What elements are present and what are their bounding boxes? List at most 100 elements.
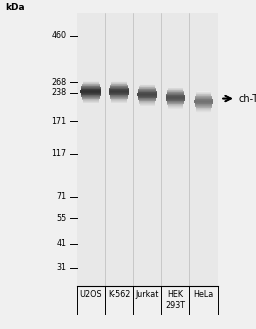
Bar (194, 100, 213, 101)
Bar (195, 104, 212, 105)
Bar (166, 98, 185, 99)
Bar (167, 103, 184, 104)
Bar (83, 82, 99, 83)
Text: Jurkat: Jurkat (135, 290, 159, 298)
Bar (138, 90, 156, 91)
Bar (111, 82, 127, 83)
Bar (196, 93, 211, 94)
Bar (137, 93, 157, 94)
Bar (168, 89, 183, 90)
Bar (195, 96, 212, 97)
Bar (110, 85, 128, 86)
Bar (167, 104, 183, 105)
Bar (166, 93, 184, 94)
Text: 268: 268 (51, 78, 67, 87)
Bar (166, 94, 185, 95)
Bar (111, 101, 127, 102)
Bar (111, 83, 127, 84)
Bar (166, 99, 185, 100)
Bar (82, 84, 100, 85)
Bar (83, 81, 99, 82)
Bar (137, 96, 157, 97)
Text: 238: 238 (51, 88, 67, 97)
Bar (196, 108, 211, 109)
Bar (138, 97, 156, 98)
Bar (81, 88, 101, 89)
Bar (112, 81, 126, 82)
Bar (166, 101, 184, 102)
Bar (109, 88, 129, 89)
Bar (81, 94, 101, 95)
Text: K-562: K-562 (108, 290, 130, 298)
Text: 71: 71 (56, 192, 67, 201)
Bar (139, 102, 155, 103)
Bar (140, 84, 155, 85)
Bar (167, 102, 184, 103)
Bar (195, 99, 212, 100)
Bar (197, 113, 210, 114)
Bar (138, 98, 156, 99)
Bar (81, 96, 100, 97)
Bar (139, 87, 155, 88)
Text: HEK
293T: HEK 293T (165, 290, 185, 310)
Bar (166, 95, 185, 96)
Bar (138, 100, 156, 101)
Bar (195, 104, 212, 105)
Bar (195, 98, 212, 99)
Text: 171: 171 (51, 116, 67, 126)
Bar (140, 86, 155, 87)
Bar (140, 85, 155, 86)
Bar (111, 102, 127, 103)
Bar (83, 101, 99, 102)
Bar (137, 92, 157, 93)
Bar (138, 89, 156, 90)
Bar (166, 96, 185, 97)
Bar (168, 105, 183, 106)
Bar (196, 94, 211, 95)
Bar (194, 102, 213, 103)
Bar (111, 99, 127, 100)
Text: HeLa: HeLa (193, 290, 214, 298)
Bar (168, 88, 183, 89)
Bar (195, 105, 212, 106)
Text: U2OS: U2OS (80, 290, 102, 298)
Bar (83, 83, 99, 84)
Bar (197, 92, 210, 93)
Bar (110, 95, 129, 96)
Text: 55: 55 (56, 214, 67, 223)
Bar (166, 100, 185, 101)
Bar (167, 90, 183, 91)
Bar (112, 103, 126, 104)
Bar (137, 95, 157, 96)
Bar (82, 97, 100, 98)
Bar (109, 94, 129, 95)
Bar (82, 85, 100, 86)
Bar (168, 106, 183, 107)
Bar (80, 89, 101, 90)
Bar (109, 91, 129, 92)
Bar (139, 88, 156, 89)
Bar (81, 95, 101, 96)
Bar (196, 108, 211, 109)
Bar (197, 112, 210, 113)
Bar (83, 100, 99, 101)
Bar (195, 103, 212, 104)
Bar (167, 91, 184, 92)
Bar (83, 103, 99, 104)
Bar (196, 109, 211, 110)
Bar (140, 104, 155, 105)
Bar (196, 93, 211, 94)
Bar (140, 106, 155, 107)
Bar (197, 91, 210, 92)
Bar (166, 97, 185, 98)
Bar (168, 108, 183, 109)
Bar (82, 84, 99, 85)
Bar (109, 92, 129, 93)
Bar (83, 102, 99, 103)
Bar (110, 86, 128, 87)
Bar (109, 90, 129, 91)
Bar (80, 91, 101, 92)
Bar (197, 111, 210, 112)
Bar (110, 87, 129, 88)
Bar (111, 100, 127, 101)
